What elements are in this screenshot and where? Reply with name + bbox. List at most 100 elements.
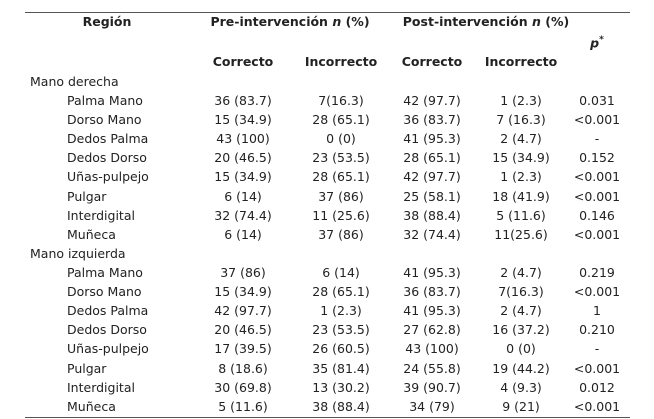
cell: <0.001	[573, 111, 621, 127]
row-label: Dedos Palma	[67, 130, 149, 146]
cell: -	[594, 130, 600, 146]
cell: 4 (9.3)	[500, 379, 542, 395]
cell: 1 (2.3)	[320, 302, 362, 318]
cell: 15 (34.9)	[492, 149, 550, 165]
cell: 42 (97.7)	[214, 302, 272, 318]
cell: 6 (14)	[224, 226, 262, 242]
row-label: Uñas-pulpejo	[67, 169, 149, 185]
cell: -	[594, 341, 600, 357]
cell: 23 (53.5)	[312, 149, 370, 165]
header-suffix: (%)	[545, 13, 570, 29]
cell: 9 (21)	[502, 398, 540, 414]
header-pre: Pre-intervención n (%)	[210, 13, 370, 29]
subheader: Incorrecto	[304, 53, 378, 69]
cell: 28 (65.1)	[312, 169, 370, 185]
cell: <0.001	[573, 283, 621, 299]
cell: 0 (0)	[506, 341, 536, 357]
cell: 30 (69.8)	[214, 379, 272, 395]
cell: 39 (90.7)	[403, 379, 461, 395]
cell: 28 (65.1)	[312, 283, 370, 299]
cell: 36 (83.7)	[403, 283, 461, 299]
cell: 32 (74.4)	[214, 207, 272, 223]
top-rule	[25, 12, 630, 13]
cell: 1	[593, 302, 601, 318]
cell: 7(16.3)	[498, 283, 544, 299]
cell: 24 (55.8)	[403, 360, 461, 376]
cell: 28 (65.1)	[312, 111, 370, 127]
cell: 15 (34.9)	[214, 111, 272, 127]
cell: 41 (95.3)	[403, 130, 461, 146]
cell: 36 (83.7)	[214, 92, 272, 108]
cell: 42 (97.7)	[403, 169, 461, 185]
cell: 0.031	[579, 92, 615, 108]
cell: 26 (60.5)	[312, 341, 370, 357]
cell: <0.001	[573, 360, 621, 376]
cell: 18 (41.9)	[492, 188, 550, 204]
subheader: Incorrecto	[484, 53, 558, 69]
row-label: Interdigital	[67, 379, 135, 395]
cell: 23 (53.5)	[312, 321, 370, 337]
cell: 7 (16.3)	[496, 111, 546, 127]
cell: 0.210	[579, 321, 615, 337]
header-p-text: p	[590, 35, 600, 51]
cell: 6 (14)	[224, 188, 262, 204]
cell: 35 (81.4)	[312, 360, 370, 376]
cell: 36 (83.7)	[403, 111, 461, 127]
subheader: Correcto	[212, 53, 274, 69]
cell: 13 (30.2)	[312, 379, 370, 395]
subheader: Correcto	[401, 53, 463, 69]
row-label: Palma Mano	[67, 92, 143, 108]
cell: 5 (11.6)	[218, 398, 268, 414]
bottom-rule	[25, 417, 630, 418]
cell: 28 (65.1)	[403, 149, 461, 165]
cell: 43 (100)	[405, 341, 459, 357]
cell: 37 (86)	[220, 264, 266, 280]
cell: 38 (88.4)	[403, 207, 461, 223]
header-region: Región	[82, 13, 132, 29]
cell: 1 (2.3)	[500, 92, 542, 108]
cell: <0.001	[573, 169, 621, 185]
cell: <0.001	[573, 398, 621, 414]
cell: 11 (25.6)	[312, 207, 370, 223]
cell: 0.146	[579, 207, 615, 223]
header-text: Pre-intervención	[210, 13, 328, 29]
section-label: Mano derecha	[30, 73, 119, 89]
cell: 20 (46.5)	[214, 321, 272, 337]
cell: 37 (86)	[318, 188, 364, 204]
row-label: Dedos Dorso	[67, 321, 147, 337]
cell: 2 (4.7)	[500, 264, 542, 280]
cell: 37 (86)	[318, 226, 364, 242]
cell: 43 (100)	[216, 130, 270, 146]
row-label: Uñas-pulpejo	[67, 341, 149, 357]
cell: 0.152	[579, 149, 615, 165]
cell: 17 (39.5)	[214, 341, 272, 357]
row-label: Dedos Dorso	[67, 149, 147, 165]
cell: 6 (14)	[322, 264, 360, 280]
cell: 32 (74.4)	[403, 226, 461, 242]
cell: 34 (79)	[409, 398, 455, 414]
header-text: Post-intervención	[402, 13, 528, 29]
cell: 2 (4.7)	[500, 130, 542, 146]
row-label: Palma Mano	[67, 264, 143, 280]
cell: 41 (95.3)	[403, 302, 461, 318]
cell: 15 (34.9)	[214, 169, 272, 185]
row-label: Dedos Palma	[67, 302, 149, 318]
cell: <0.001	[573, 226, 621, 242]
header-suffix: (%)	[345, 13, 370, 29]
cell: 41 (95.3)	[403, 264, 461, 280]
cell: 27 (62.8)	[403, 321, 461, 337]
header-italic: n	[532, 13, 541, 29]
row-label: Pulgar	[67, 360, 107, 376]
cell: 7(16.3)	[318, 92, 364, 108]
row-label: Interdigital	[67, 207, 135, 223]
cell: 0.012	[579, 379, 615, 395]
cell: 15 (34.9)	[214, 283, 272, 299]
cell: 0.219	[579, 264, 615, 280]
cell: 5 (11.6)	[496, 207, 546, 223]
row-label: Muñeca	[67, 226, 116, 242]
cell: 38 (88.4)	[312, 398, 370, 414]
cell: <0.001	[573, 188, 621, 204]
cell: 11(25.6)	[494, 226, 548, 242]
cell: 42 (97.7)	[403, 92, 461, 108]
